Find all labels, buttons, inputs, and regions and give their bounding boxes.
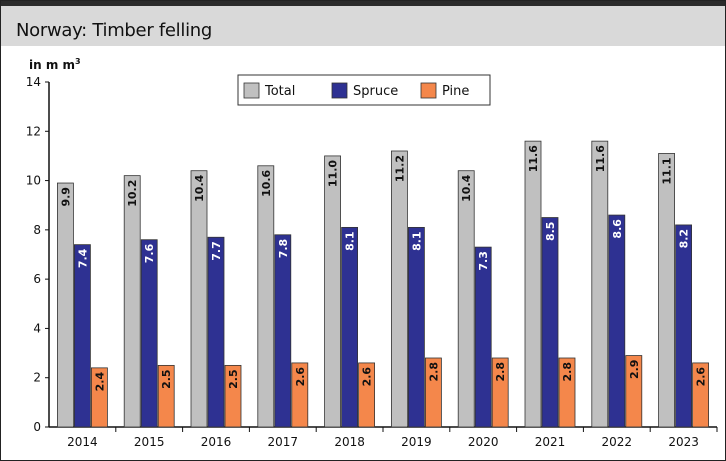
- bar-spruce-2019: [407, 226, 425, 428]
- data-label-total-2022: 11.6: [594, 145, 607, 172]
- data-label-total-2016: 10.4: [193, 174, 206, 201]
- bar-pine-2014: [91, 367, 108, 428]
- bar-spruce-2020: [474, 246, 492, 428]
- bar-spruce-2014: [74, 244, 91, 428]
- legend-box: [237, 74, 491, 106]
- bar-spruce-2022: [608, 214, 626, 428]
- data-label-pine-2019: 2.8: [427, 362, 440, 382]
- y-tick-label: 6: [33, 272, 41, 286]
- bar-pine-2015: [157, 364, 175, 428]
- data-label-spruce-2020: 7.3: [477, 251, 490, 271]
- data-label-total-2014: 9.9: [59, 187, 72, 207]
- data-label-spruce-2019: 8.1: [410, 231, 423, 251]
- bar-spruce-2016: [207, 236, 225, 428]
- data-label-pine-2017: 2.6: [294, 367, 307, 387]
- data-label-total-2021: 11.6: [527, 145, 540, 172]
- bar-pine-2021: [558, 357, 576, 428]
- bar-total-2020: [457, 170, 475, 428]
- x-tick-label: 2020: [468, 435, 499, 449]
- data-label-spruce-2018: 8.1: [344, 231, 357, 251]
- x-tick-label: 2016: [201, 435, 232, 449]
- legend-label-total: Total: [264, 84, 295, 99]
- bar-pine-2019: [424, 357, 442, 428]
- bar-total-2018: [324, 155, 342, 428]
- x-tick-label: 2015: [134, 435, 165, 449]
- bar-total-2022: [591, 140, 609, 428]
- bar-spruce-2018: [341, 226, 359, 428]
- data-label-total-2023: 11.1: [661, 157, 674, 184]
- data-label-pine-2021: 2.8: [561, 362, 574, 382]
- data-label-spruce-2017: 7.8: [277, 239, 290, 258]
- chart-title: Norway: Timber felling: [16, 20, 213, 41]
- chart-header: Norway: Timber felling: [1, 6, 725, 46]
- data-label-pine-2022: 2.9: [628, 360, 641, 380]
- data-label-pine-2018: 2.6: [361, 367, 374, 387]
- bar-total-2021: [524, 140, 542, 428]
- data-label-spruce-2022: 8.6: [611, 219, 624, 239]
- legend-label-pine: Pine: [442, 84, 469, 99]
- bar-spruce-2015: [140, 239, 158, 428]
- bar-pine-2016: [224, 364, 242, 428]
- x-tick-label: 2014: [67, 435, 98, 449]
- legend-swatch-spruce: [331, 82, 348, 99]
- bar-total-2017: [257, 165, 275, 428]
- bar-total-2014: [57, 182, 74, 428]
- data-label-pine-2015: 2.5: [160, 369, 173, 389]
- data-label-spruce-2023: 8.2: [678, 229, 691, 249]
- x-tick-label: 2019: [401, 435, 432, 449]
- data-label-spruce-2015: 7.6: [143, 243, 156, 263]
- legend-label-spruce: Spruce: [353, 84, 398, 99]
- bar-pine-2017: [291, 362, 309, 428]
- data-label-pine-2020: 2.8: [494, 362, 507, 382]
- data-label-total-2020: 10.4: [460, 174, 473, 201]
- data-label-spruce-2014: 7.4: [76, 248, 89, 268]
- data-label-pine-2016: 2.5: [227, 369, 240, 389]
- data-label-total-2018: 11.0: [327, 160, 340, 187]
- data-label-pine-2014: 2.4: [93, 372, 106, 392]
- data-label-total-2015: 10.2: [126, 180, 139, 207]
- data-label-total-2017: 10.6: [260, 169, 273, 196]
- bar-total-2015: [123, 175, 141, 428]
- x-tick-label: 2023: [668, 435, 699, 449]
- x-tick-label: 2018: [334, 435, 365, 449]
- bar-pine-2022: [625, 355, 643, 428]
- bar-total-2023: [658, 153, 675, 428]
- x-tick-label: 2022: [602, 435, 633, 449]
- x-tick-label: 2021: [535, 435, 566, 449]
- x-tick-label: 2017: [268, 435, 299, 449]
- bar-pine-2020: [491, 357, 509, 428]
- data-label-spruce-2021: 8.5: [544, 222, 557, 242]
- y-tick-label: 2: [33, 371, 41, 385]
- y-tick-label: 4: [33, 321, 41, 335]
- bar-spruce-2017: [274, 234, 292, 428]
- bar-total-2019: [390, 150, 408, 428]
- bar-total-2016: [190, 170, 208, 428]
- legend-swatch-pine: [420, 82, 437, 99]
- bar-spruce-2021: [541, 217, 559, 428]
- y-axis-unit-label: in m m3: [29, 57, 81, 72]
- y-axis-unit-superscript: 3: [75, 57, 81, 66]
- y-tick-label: 14: [26, 75, 41, 89]
- bar-pine-2023: [692, 362, 709, 428]
- y-tick-label: 8: [33, 223, 41, 237]
- data-label-pine-2023: 2.6: [695, 367, 708, 387]
- data-label-total-2019: 11.2: [393, 155, 406, 182]
- y-tick-label: 0: [33, 420, 41, 434]
- data-label-spruce-2016: 7.7: [210, 241, 223, 261]
- y-tick-label: 10: [26, 174, 41, 188]
- bar-pine-2018: [358, 362, 376, 428]
- bar-spruce-2023: [675, 224, 692, 428]
- y-tick-label: 12: [26, 124, 41, 138]
- top-bar: [1, 1, 725, 6]
- legend-swatch-total: [243, 82, 260, 99]
- y-axis-unit-text: in m m: [29, 58, 76, 72]
